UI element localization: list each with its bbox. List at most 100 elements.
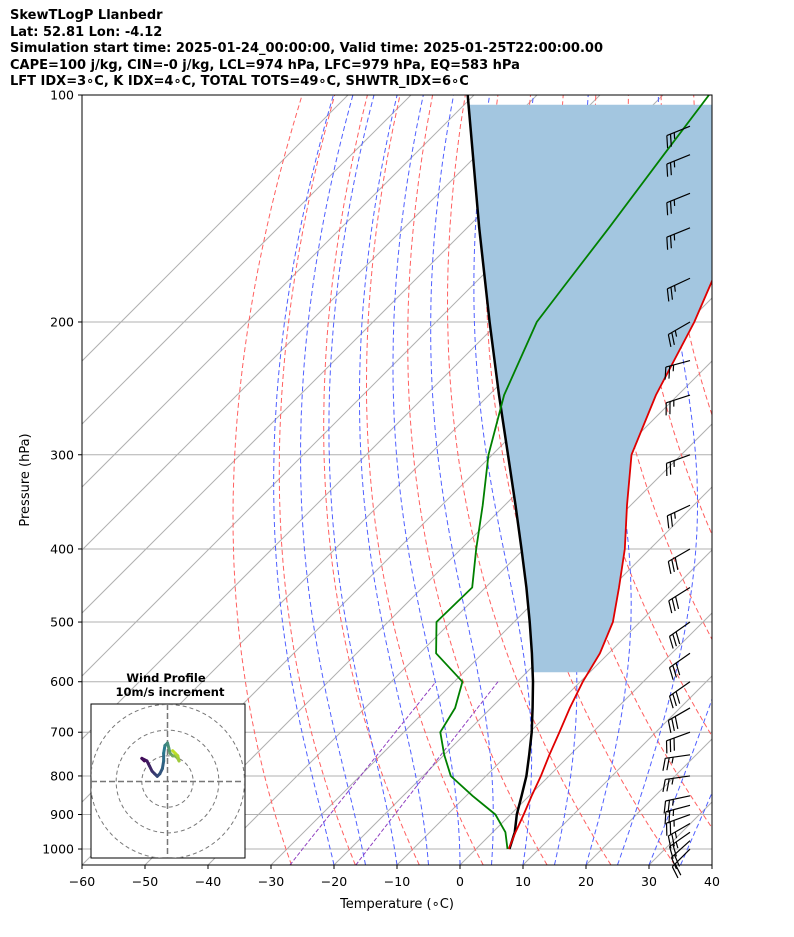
wind-barb-flag bbox=[671, 718, 675, 731]
wind-barb-flag bbox=[667, 334, 672, 347]
wind-barb-staff bbox=[665, 775, 691, 781]
x-tick-label: −50 bbox=[132, 874, 158, 889]
mixing-ratio-line bbox=[289, 681, 437, 865]
wind-barb-flag bbox=[668, 846, 674, 859]
wind-barb-flag bbox=[672, 665, 677, 678]
moist-adiabat bbox=[617, 95, 698, 865]
wind-barb-flag bbox=[662, 758, 666, 771]
wind-barb-half-flag bbox=[674, 831, 678, 839]
wind-barb bbox=[665, 731, 691, 754]
wind-barb-staff bbox=[665, 795, 691, 802]
dry-adiabat bbox=[323, 95, 420, 865]
y-tick-label: 300 bbox=[50, 447, 74, 462]
temperature-profile-line bbox=[507, 278, 712, 850]
wind-barb-flag bbox=[674, 557, 679, 570]
stability-indices-text: LFT IDX=3∘C, K IDX=4∘C, TOTAL TOTS=49∘C,… bbox=[10, 74, 469, 89]
wind-barbs bbox=[662, 125, 691, 879]
wind-barb bbox=[671, 848, 691, 879]
moist-adiabat bbox=[680, 791, 712, 865]
wind-barb bbox=[665, 454, 691, 476]
cape-indices-text: CAPE=100 j/kg, CIN=-0 j/kg, LCL=974 hPa,… bbox=[10, 57, 520, 73]
wind-barb bbox=[665, 813, 691, 836]
wind-barb-flag bbox=[670, 287, 674, 300]
parcel-profile-line bbox=[466, 95, 535, 850]
isotherm-line bbox=[270, 423, 712, 865]
hodograph-plot bbox=[91, 704, 245, 858]
wind-barb-half-flag bbox=[674, 330, 678, 337]
wind-barb bbox=[666, 504, 691, 529]
wind-barb-flag bbox=[668, 600, 673, 614]
x-tick-label: −30 bbox=[258, 874, 284, 889]
wind-barb-staff bbox=[667, 504, 691, 517]
dry-adiabat bbox=[660, 95, 712, 417]
isotherm-line bbox=[82, 95, 475, 488]
dry-adiabat bbox=[232, 95, 303, 865]
wind-barb bbox=[667, 548, 691, 574]
hodograph-subtitle: 10m/s increment bbox=[116, 685, 225, 699]
x-tick-label: 0 bbox=[456, 874, 464, 889]
wind-barb bbox=[668, 652, 691, 680]
wind-barb-flag bbox=[671, 332, 675, 345]
moist-adiabat bbox=[273, 95, 335, 865]
y-tick-label: 600 bbox=[50, 674, 74, 689]
wind-barb bbox=[667, 822, 691, 849]
wind-barb-flag bbox=[672, 844, 677, 857]
moist-adiabat bbox=[392, 95, 461, 865]
wind-barb-flag bbox=[671, 598, 676, 612]
mixing-ratio-line bbox=[355, 681, 499, 865]
wind-barb-flag bbox=[672, 633, 677, 647]
wind-barb-flag bbox=[669, 134, 672, 147]
wind-barb-flag bbox=[669, 235, 672, 249]
wind-barb-staff bbox=[665, 804, 691, 813]
wind-barb-flag bbox=[667, 561, 672, 574]
wind-barb-flag bbox=[666, 288, 670, 302]
x-tick-label: −20 bbox=[321, 874, 347, 889]
wind-barb-flag bbox=[675, 691, 681, 704]
dewpoint-profile-line bbox=[435, 95, 710, 850]
wind-barb-half-flag bbox=[673, 512, 676, 519]
wind-barb bbox=[664, 359, 691, 380]
wind-barb-staff bbox=[666, 731, 691, 742]
wind-barb-flag bbox=[666, 237, 669, 250]
x-axis-label: Temperature (∘C) bbox=[339, 897, 454, 912]
wind-barb-half-flag bbox=[673, 285, 676, 292]
wind-barb-flag bbox=[673, 854, 681, 867]
wind-barb-flag bbox=[667, 800, 671, 813]
wind-barb-flag bbox=[667, 720, 672, 733]
isotherm-line bbox=[459, 612, 712, 865]
wind-barb bbox=[668, 831, 691, 859]
x-tick-label: 20 bbox=[578, 874, 594, 889]
wind-barb bbox=[670, 840, 691, 870]
wind-barb-staff bbox=[669, 652, 691, 669]
wind-barb bbox=[666, 277, 691, 302]
moist-adiabat bbox=[430, 95, 494, 865]
y-tick-label: 800 bbox=[50, 768, 74, 783]
wind-barb-flag bbox=[668, 365, 671, 379]
dry-adiabat bbox=[759, 95, 794, 865]
wind-barb-staff bbox=[668, 548, 691, 562]
y-tick-label: 200 bbox=[50, 314, 74, 329]
moist-adiabat bbox=[359, 95, 429, 865]
isotherm-line bbox=[711, 864, 712, 865]
profiles bbox=[435, 95, 712, 850]
wind-barb-flag bbox=[675, 662, 681, 676]
x-tick-label: −40 bbox=[195, 874, 221, 889]
wind-barb-staff bbox=[669, 831, 691, 848]
moist-adiabat bbox=[328, 95, 398, 865]
y-axis-label: Pressure (hPa) bbox=[18, 433, 33, 526]
wind-barb-staff bbox=[666, 227, 691, 238]
wind-barb-flag bbox=[670, 514, 674, 527]
wind-barb bbox=[662, 775, 691, 792]
isotherm-line bbox=[396, 549, 712, 865]
wind-barb bbox=[662, 754, 691, 771]
dry-adiabat bbox=[366, 95, 484, 865]
isotherm-line bbox=[82, 95, 601, 614]
wind-barb-flag bbox=[671, 866, 679, 879]
wind-barb-staff bbox=[668, 822, 691, 837]
x-tick-label: 10 bbox=[515, 874, 531, 889]
wind-barb bbox=[667, 321, 691, 347]
wind-barb-flag bbox=[662, 779, 666, 792]
dry-adiabat bbox=[726, 95, 794, 865]
